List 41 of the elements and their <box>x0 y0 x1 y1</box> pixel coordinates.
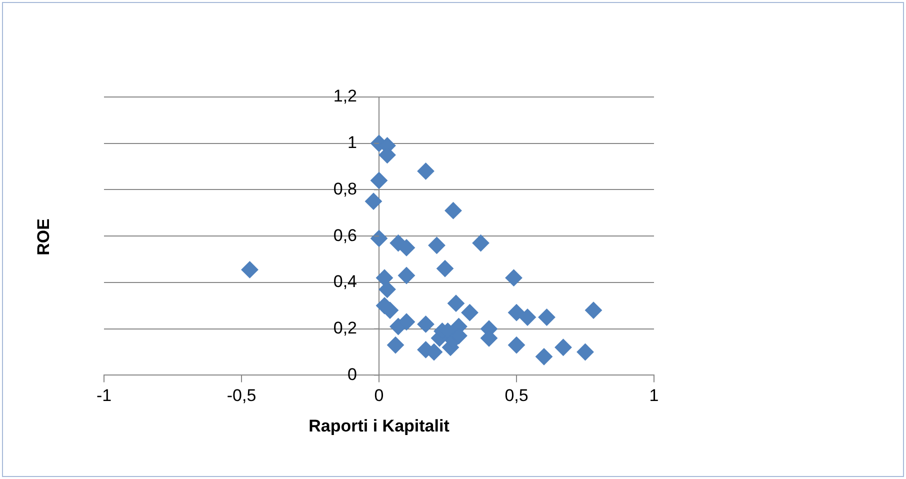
point <box>508 336 525 354</box>
y-tick-label: 0,2 <box>333 318 357 338</box>
point <box>461 304 478 322</box>
point <box>536 348 552 366</box>
y-tick-label: 0,6 <box>333 226 357 245</box>
point <box>398 267 415 284</box>
y-tick-label: 1 <box>348 133 357 152</box>
point <box>378 280 396 298</box>
point <box>398 313 415 330</box>
point <box>538 308 556 326</box>
y-tick-label: 0 <box>348 364 357 384</box>
x-tick-label: 1 <box>649 386 659 406</box>
point <box>417 316 434 333</box>
point <box>472 234 490 252</box>
point <box>370 230 388 247</box>
point <box>387 336 404 354</box>
point <box>519 308 536 326</box>
y-tick-label: 0,4 <box>333 272 357 292</box>
point <box>508 304 525 322</box>
point <box>428 236 446 254</box>
point <box>436 260 454 278</box>
point <box>241 261 258 278</box>
point <box>444 202 462 220</box>
point <box>448 294 464 312</box>
y-tick-label: 1,2 <box>333 86 357 106</box>
y-tick-label: 0,8 <box>333 179 357 198</box>
x-tick-label: -0,5 <box>226 386 256 406</box>
point <box>554 338 572 356</box>
point <box>370 172 388 189</box>
point <box>585 302 602 319</box>
point <box>365 192 382 210</box>
y-axis-title: ROE <box>34 218 54 256</box>
x-tick-label: 0,5 <box>504 386 528 406</box>
point <box>417 162 434 180</box>
point <box>505 269 522 286</box>
x-tick-label: -1 <box>96 386 112 406</box>
point <box>376 269 393 286</box>
point <box>398 239 415 256</box>
point <box>576 344 594 361</box>
x-axis-title: Raporti i Kapitalit <box>308 416 450 436</box>
x-tick-label: 0 <box>374 386 384 406</box>
